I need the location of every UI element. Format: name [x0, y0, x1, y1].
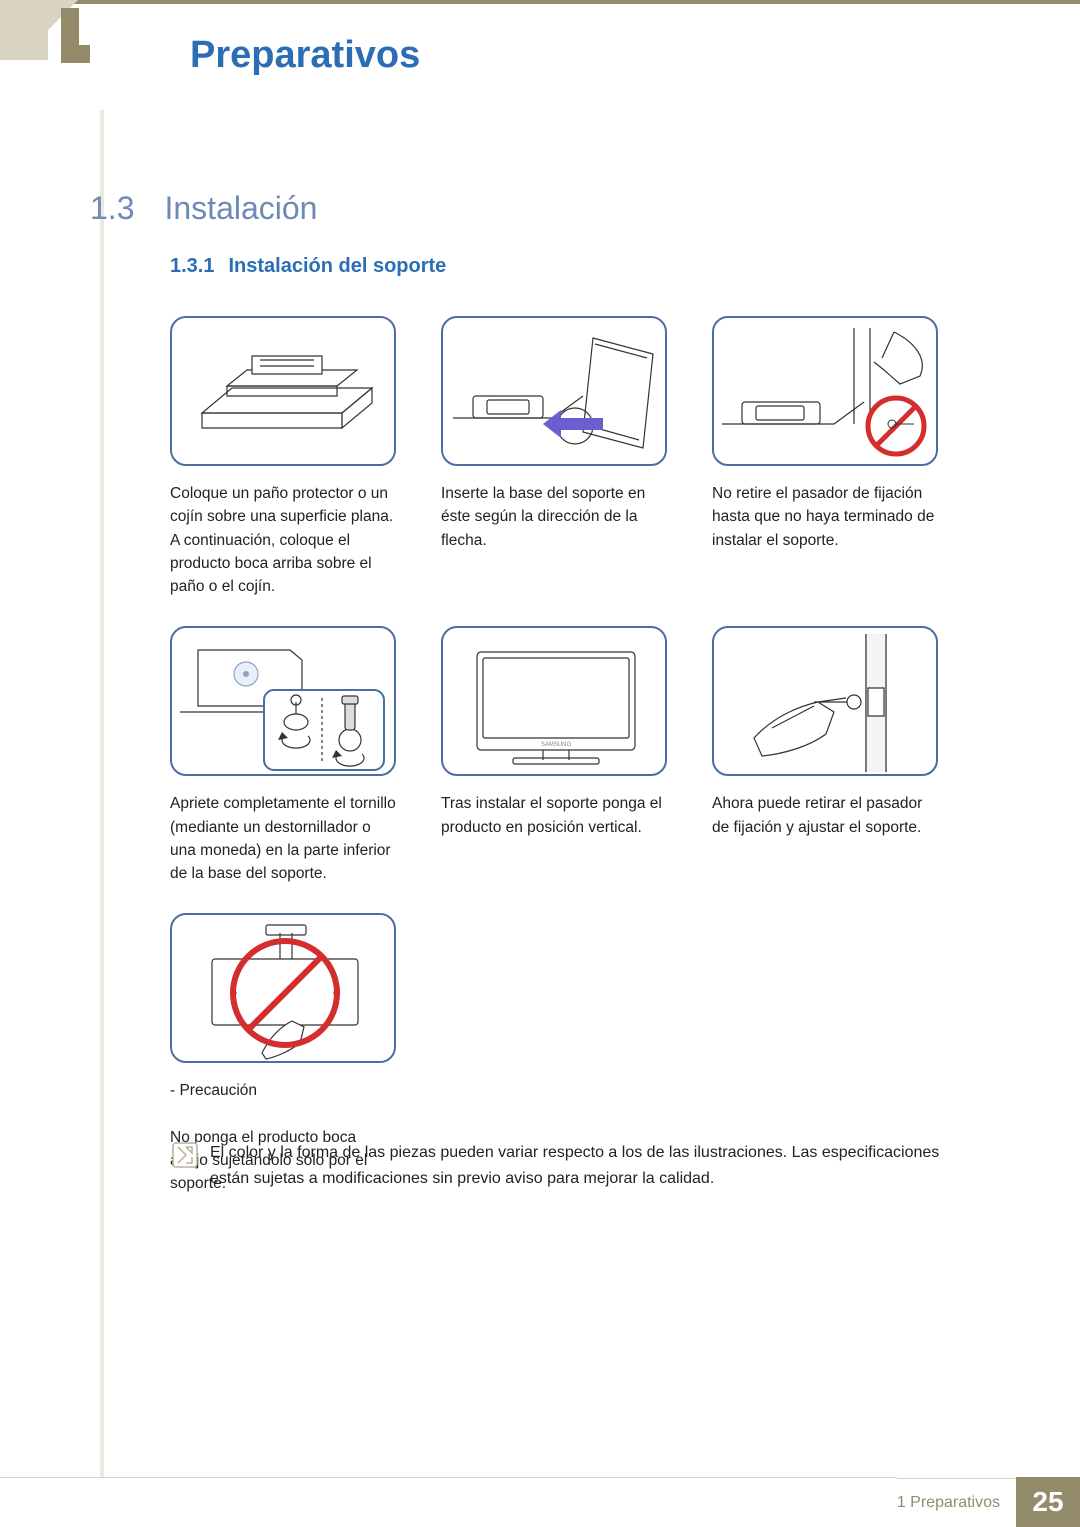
step-1-figure — [170, 316, 396, 466]
section-heading: 1.3 Instalación — [90, 190, 317, 227]
step-6: Ahora puede retirar el pasador de fijaci… — [712, 626, 938, 885]
step-5-figure: SAMSUNG — [441, 626, 667, 776]
step-4: Apriete completamente el tornillo (media… — [170, 626, 396, 885]
step-4-caption: Apriete completamente el tornillo (media… — [170, 792, 396, 885]
step-5: SAMSUNG Tras instalar el soporte ponga e… — [441, 626, 667, 885]
section-number: 1.3 — [90, 190, 134, 226]
step-7-figure — [170, 913, 396, 1063]
subsection-title: Instalación del soporte — [228, 255, 446, 277]
note-icon — [172, 1142, 198, 1168]
step-3-figure — [712, 316, 938, 466]
page-corner-icon — [0, 0, 90, 70]
step-6-caption: Ahora puede retirar el pasador de fijaci… — [712, 792, 938, 839]
step-5-caption: Tras instalar el soporte ponga el produc… — [441, 792, 667, 839]
step-1: Coloque un paño protector o un cojín sob… — [170, 316, 396, 598]
subsection-heading: 1.3.1 Instalación del soporte — [170, 255, 446, 278]
footnote: El color y la forma de las piezas pueden… — [210, 1140, 950, 1191]
svg-text:SAMSUNG: SAMSUNG — [541, 742, 572, 748]
page-number: 25 — [1016, 1477, 1080, 1527]
step-6-figure — [712, 626, 938, 776]
instruction-grid: Coloque un paño protector o un cojín sob… — [170, 316, 940, 1196]
step-2-figure — [441, 316, 667, 466]
step-3: No retire el pasador de fijación hasta q… — [712, 316, 938, 598]
step-4-figure — [170, 626, 396, 776]
caution-label: - Precaución — [170, 1082, 257, 1099]
step-2: Inserte la base del soporte en éste segú… — [441, 316, 667, 598]
footer-chapter-label: 1 Preparativos — [897, 1478, 1016, 1527]
subsection-number: 1.3.1 — [170, 255, 214, 277]
step-1-caption: Coloque un paño protector o un cojín sob… — [170, 482, 396, 598]
section-title: Instalación — [164, 190, 317, 226]
step-2-caption: Inserte la base del soporte en éste segú… — [441, 482, 667, 552]
left-margin-rule — [100, 110, 104, 1477]
top-stripe — [0, 0, 1080, 4]
page-footer: 1 Preparativos 25 — [0, 1477, 1080, 1527]
step-3-caption: No retire el pasador de fijación hasta q… — [712, 482, 938, 552]
chapter-title: Preparativos — [190, 34, 420, 77]
